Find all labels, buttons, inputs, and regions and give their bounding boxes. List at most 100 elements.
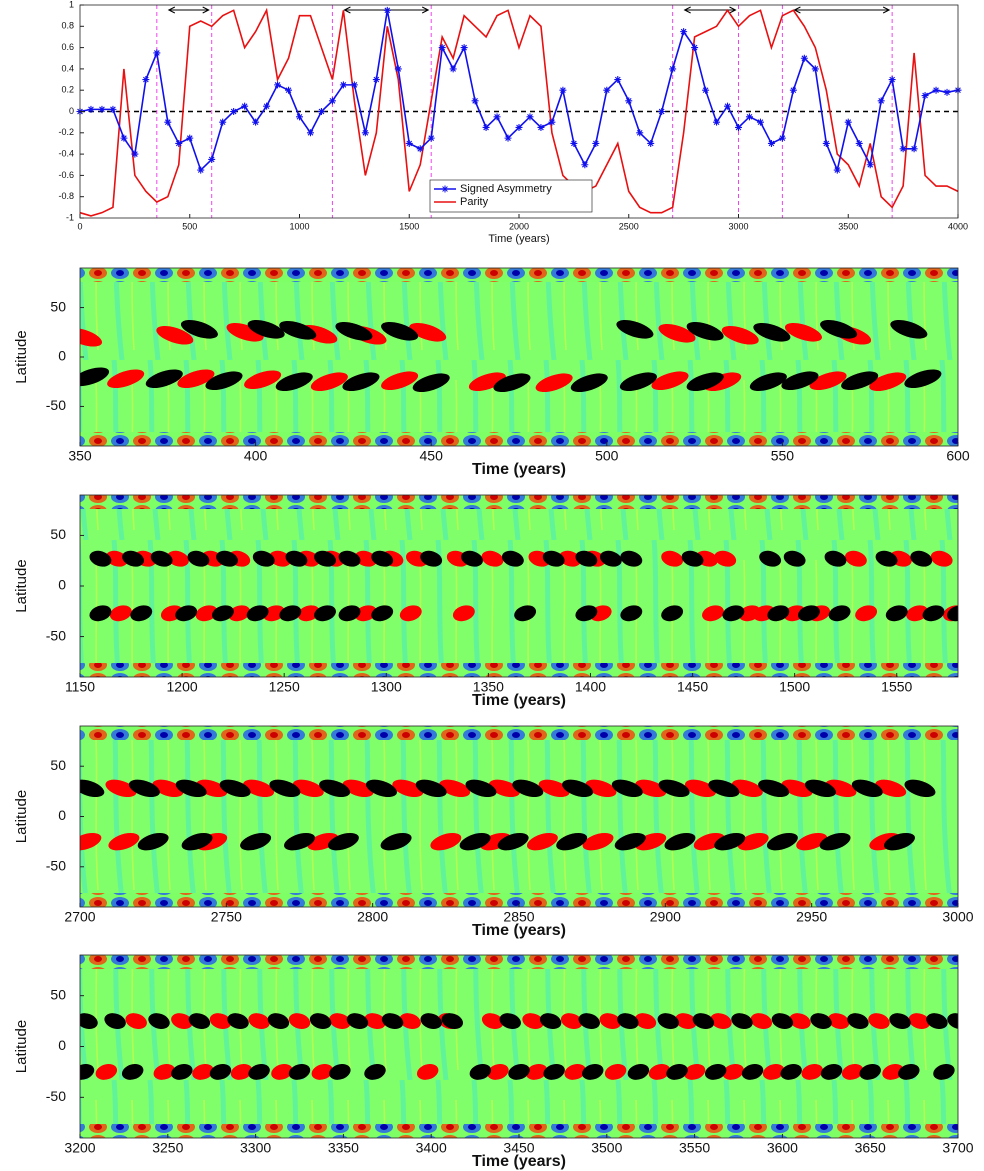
- y-tick-label: -50: [46, 1088, 66, 1104]
- butterfly-wing: [841, 1064, 864, 1080]
- y-tick-label: -0.2: [58, 127, 74, 137]
- butterfly-wing: [767, 605, 790, 622]
- south-pole-field: [80, 1124, 958, 1138]
- x-tick-label: 3550: [679, 1140, 710, 1156]
- butterfly-wing: [704, 1064, 727, 1080]
- series-marker: [186, 134, 194, 142]
- butterfly-wing: [188, 1013, 211, 1029]
- butterfly-wing: [416, 1064, 439, 1080]
- butterfly-wing: [309, 1013, 332, 1029]
- field-background: [80, 726, 958, 907]
- butterfly-wing: [620, 605, 643, 622]
- butterfly-wing: [412, 373, 450, 393]
- series-marker: [98, 105, 106, 113]
- series-marker: [888, 76, 896, 84]
- x-axis-label: Time (years): [472, 922, 566, 939]
- butterfly-wing: [781, 371, 819, 391]
- series-marker: [208, 155, 216, 163]
- butterfly-wing: [364, 1064, 386, 1080]
- butterfly-wing: [420, 1013, 442, 1029]
- butterfly-wing: [187, 550, 210, 567]
- series-marker: [449, 65, 457, 73]
- y-tick-label: -0.4: [58, 148, 74, 158]
- butterfly-wing: [468, 372, 506, 392]
- y-tick-label: 50: [50, 986, 66, 1002]
- butterfly-wing: [292, 779, 324, 798]
- butterfly-wing: [947, 1013, 958, 1029]
- butterfly-wing: [130, 605, 153, 622]
- butterfly-wing: [824, 550, 847, 567]
- butterfly-wing: [338, 550, 361, 567]
- butterfly-wing: [658, 323, 696, 343]
- y-tick-label: -0.6: [58, 170, 74, 180]
- butterfly-wing: [535, 373, 573, 393]
- butterfly-wing: [269, 779, 301, 798]
- butterfly-wing: [271, 1064, 293, 1080]
- butterfly-wing: [240, 832, 272, 851]
- butterfly-wing: [125, 1013, 147, 1029]
- series-marker: [932, 86, 940, 94]
- series-marker: [405, 139, 413, 147]
- series-marker: [833, 166, 841, 174]
- butterfly-wing: [209, 1064, 232, 1080]
- butterfly-wing: [882, 1064, 904, 1080]
- x-tick-label: 2800: [357, 909, 388, 925]
- y-axis-label: Latitude: [13, 790, 30, 843]
- butterfly-wing: [80, 367, 110, 387]
- butterfly-wing: [683, 1064, 706, 1080]
- butterfly-wing: [780, 1064, 802, 1080]
- butterfly-wing: [749, 372, 787, 392]
- butterfly-wing: [80, 1064, 95, 1080]
- butterfly-wing: [634, 1013, 657, 1029]
- butterfly-wing: [922, 605, 945, 622]
- butterfly-wing: [620, 550, 643, 567]
- butterfly-wing: [499, 1013, 521, 1029]
- butterfly-wing: [80, 327, 103, 347]
- x-tick-label: 3500: [591, 1140, 622, 1156]
- butterfly-wing: [875, 779, 907, 798]
- north-pole-field: [80, 268, 958, 282]
- series-marker: [745, 113, 753, 121]
- series-marker: [910, 145, 918, 153]
- series-marker: [252, 118, 260, 126]
- butterfly-wing: [731, 779, 763, 798]
- butterfly-wing: [371, 605, 394, 622]
- legend-label: Parity: [460, 196, 489, 208]
- butterfly-wing: [661, 605, 684, 622]
- butterfly-wing: [562, 779, 594, 798]
- butterfly-wing: [501, 550, 524, 567]
- series-marker: [537, 123, 545, 131]
- butterfly-wing: [722, 605, 745, 622]
- x-tick-label: 550: [771, 448, 795, 464]
- series-marker: [724, 102, 732, 110]
- butterfly-wing: [947, 605, 958, 622]
- butterfly-wing: [89, 550, 112, 567]
- butterfly-wing: [714, 550, 737, 567]
- x-tick-label: 0: [77, 221, 82, 231]
- butterfly-wing: [904, 779, 936, 798]
- y-tick-label: 0: [58, 807, 66, 823]
- series-marker: [822, 139, 830, 147]
- series-marker: [427, 134, 435, 142]
- butterfly-wing: [766, 832, 798, 851]
- butterfly-wing: [216, 550, 238, 567]
- butterfly-wing: [152, 779, 184, 798]
- butterfly-wing: [737, 832, 769, 851]
- butterfly-wing: [279, 320, 317, 340]
- series-marker: [515, 123, 523, 131]
- butterfly-wing: [105, 779, 137, 798]
- butterfly-wing: [279, 605, 302, 622]
- butterfly-wing: [430, 832, 462, 851]
- butterfly-wing: [195, 605, 218, 622]
- y-tick-label: 50: [50, 757, 66, 773]
- butterfly-wing: [381, 321, 419, 341]
- butterfly-wing: [559, 550, 581, 567]
- x-tick-label: 1500: [399, 221, 419, 231]
- butterfly-wing: [209, 1013, 232, 1029]
- butterfly-wing: [686, 372, 724, 392]
- butterfly-wing: [459, 832, 491, 851]
- butterfly-wing: [514, 605, 537, 622]
- butterfly-wing: [875, 550, 898, 567]
- butterfly-wing: [578, 1013, 600, 1029]
- butterfly-wing: [741, 1064, 764, 1080]
